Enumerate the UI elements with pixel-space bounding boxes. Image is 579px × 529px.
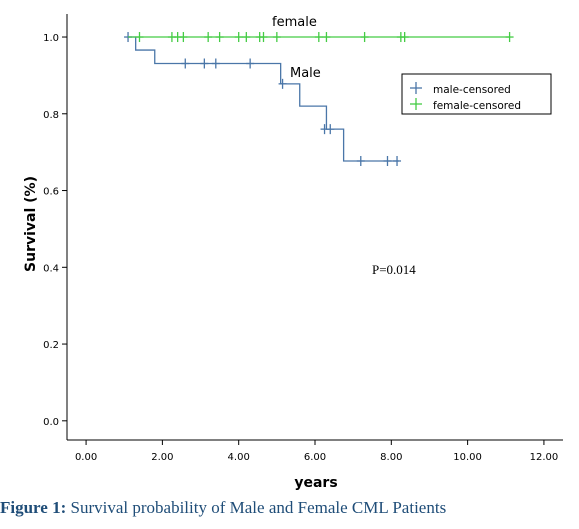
- x-tick-label: 2.00: [151, 452, 173, 463]
- y-tick-label: 0.4: [43, 263, 59, 274]
- y-axis: 0.0 0.2 0.4 0.6 0.8 1.0: [43, 33, 67, 428]
- figure-caption: Figure 1: Survival probability of Male a…: [0, 498, 579, 518]
- y-tick-label: 0.6: [43, 187, 59, 198]
- censor-mark-female: [322, 32, 331, 43]
- legend-marker-male: [410, 82, 422, 94]
- y-tick-label: 1.0: [43, 33, 59, 44]
- censor-mark-female: [204, 32, 213, 43]
- censor-mark-female: [272, 32, 281, 43]
- censor-mark-male: [278, 78, 287, 89]
- y-tick-label: 0.2: [43, 340, 59, 351]
- series-layer: [124, 32, 514, 166]
- censor-mark-female: [360, 32, 369, 43]
- censor-mark-male: [246, 58, 255, 69]
- y-axis-label: Survival (%): [23, 176, 39, 272]
- legend-label-female: female-censored: [433, 100, 521, 112]
- censor-mark-male: [200, 58, 209, 69]
- figure-label: Figure 1:: [0, 498, 67, 517]
- x-tick-label: 8.00: [380, 452, 402, 463]
- x-tick-label: 6.00: [304, 452, 326, 463]
- censor-mark-male: [326, 124, 335, 135]
- legend-label-male: male-censored: [433, 84, 511, 96]
- legend-marker-female: [410, 98, 422, 110]
- x-tick-label: 0.00: [75, 452, 97, 463]
- x-tick-label: 10.00: [453, 452, 482, 463]
- x-axis-label: years: [294, 475, 337, 491]
- figure-caption-text: Survival probability of Male and Female …: [66, 498, 447, 517]
- censor-mark-female: [234, 32, 243, 43]
- censor-mark-male: [181, 58, 190, 69]
- legend-box: [401, 73, 552, 115]
- censor-mark-female: [135, 32, 144, 43]
- censor-mark-female: [179, 32, 188, 43]
- censor-mark-male: [393, 155, 402, 166]
- y-tick-label: 0.0: [43, 417, 59, 428]
- x-axis: 0.00 2.00 4.00 6.00 8.00 10.00 12.00: [75, 440, 558, 463]
- censor-mark-female: [400, 32, 409, 43]
- legend: male-censored female-censored: [401, 73, 552, 115]
- censor-mark-female: [215, 32, 224, 43]
- x-tick-label: 12.00: [530, 452, 559, 463]
- censor-mark-male: [356, 155, 365, 166]
- km-chart: 0.00 2.00 4.00 6.00 8.00 10.00 12.00 0.0 0.2 0.4…: [23, 14, 563, 491]
- p-value-annotation: P=0.014: [372, 262, 416, 277]
- censor-mark-female: [505, 32, 514, 43]
- series-label-female: female: [272, 15, 317, 30]
- series-label-male: Male: [290, 66, 321, 81]
- censor-mark-male: [211, 58, 220, 69]
- x-tick-label: 4.00: [228, 452, 250, 463]
- censor-mark-female: [242, 32, 251, 43]
- y-tick-label: 0.8: [43, 110, 59, 121]
- censor-mark-female: [259, 32, 268, 43]
- censor-mark-male: [383, 155, 392, 166]
- censor-mark-female: [314, 32, 323, 43]
- survival-curve-male: [128, 36, 399, 162]
